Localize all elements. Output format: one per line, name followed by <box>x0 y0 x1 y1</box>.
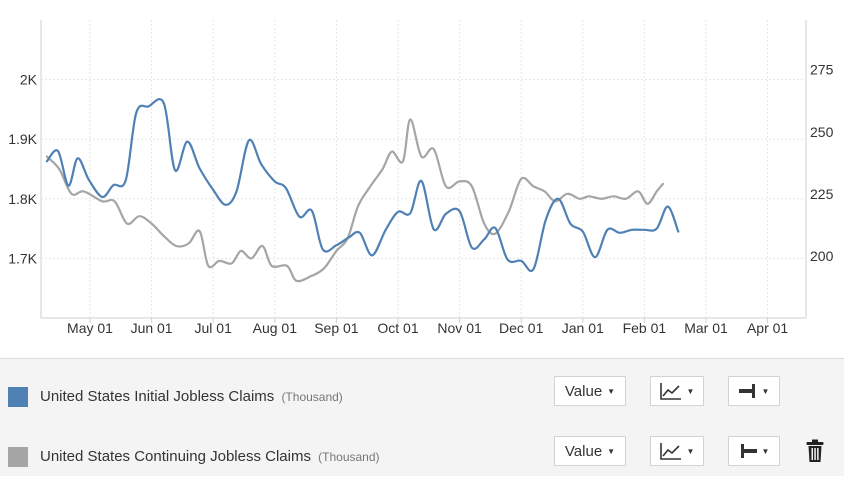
series-unit: (Thousand) <box>318 450 380 464</box>
axis-dropdown-initial-claims[interactable]: ▼ <box>728 376 780 406</box>
caret-down-icon: ▼ <box>686 446 695 456</box>
series-name: United States Continuing Jobless Claims <box>40 448 311 465</box>
right-axis-icon <box>738 384 755 398</box>
y-right-tick-label: 200 <box>810 248 834 264</box>
x-tick-label: Nov 01 <box>437 320 482 336</box>
x-tick-label: Dec 01 <box>499 320 544 336</box>
caret-down-icon: ▼ <box>686 386 695 396</box>
chart-area: 1.7K 1.8K 1.9K 2K 200 225 250 275 May 01 Jun 01 Ju… <box>8 20 834 336</box>
x-tick-label: Aug 01 <box>253 320 298 336</box>
series-line-continuing-claims <box>45 118 664 283</box>
series-label-initial-claims: United States Initial Jobless Claims (Th… <box>40 388 343 405</box>
series-name: United States Initial Jobless Claims <box>40 388 275 405</box>
y-left-tick-label: 1.9K <box>8 131 37 147</box>
legend-row-continuing-claims: United States Continuing Jobless Claims … <box>0 423 844 479</box>
y-right-tick-label: 225 <box>810 186 834 202</box>
caret-down-icon: ▼ <box>607 386 616 396</box>
value-dropdown-continuing-claims[interactable]: Value ▼ <box>554 436 626 466</box>
chart-type-dropdown-continuing-claims[interactable]: ▼ <box>650 436 704 466</box>
value-dropdown-label: Value <box>564 382 603 400</box>
value-dropdown-initial-claims[interactable]: Value ▼ <box>554 376 626 406</box>
x-tick-label: Sep 01 <box>314 320 359 336</box>
value-dropdown-label: Value <box>564 442 603 460</box>
legend-row-initial-claims: United States Initial Jobless Claims (Th… <box>0 363 844 419</box>
caret-down-icon: ▼ <box>761 446 770 456</box>
x-tick-label: Jul 01 <box>195 320 233 336</box>
y-left-tick-label: 2K <box>20 72 38 88</box>
y-right-tick-label: 250 <box>810 124 834 140</box>
series-label-continuing-claims: United States Continuing Jobless Claims … <box>40 448 380 465</box>
y-left-tick-label: 1.8K <box>8 191 37 207</box>
x-tick-label: Apr 01 <box>747 320 788 336</box>
y-right-tick-label: 275 <box>810 62 834 78</box>
caret-down-icon: ▼ <box>761 386 770 396</box>
series-swatch-initial-claims <box>8 387 28 407</box>
series-swatch-continuing-claims <box>8 447 28 467</box>
chart-type-dropdown-initial-claims[interactable]: ▼ <box>650 376 704 406</box>
series-unit: (Thousand) <box>281 390 343 404</box>
chart-svg: 1.7K 1.8K 1.9K 2K 200 225 250 275 May 01 Jun 01 Ju… <box>8 20 834 336</box>
caret-down-icon: ▼ <box>607 446 616 456</box>
x-tick-label: May 01 <box>67 320 113 336</box>
x-tick-label: Mar 01 <box>684 320 728 336</box>
trash-icon[interactable] <box>806 439 824 463</box>
line-chart-icon <box>659 383 681 400</box>
x-tick-label: Jun 01 <box>131 320 173 336</box>
x-tick-label: Oct 01 <box>377 320 418 336</box>
axis-dropdown-continuing-claims[interactable]: ▼ <box>728 436 780 466</box>
x-tick-label: Feb 01 <box>623 320 667 336</box>
series-line-initial-claims <box>45 98 680 273</box>
line-chart-icon <box>659 443 681 460</box>
x-tick-label: Jan 01 <box>562 320 604 336</box>
legend-panel: United States Initial Jobless Claims (Th… <box>0 358 844 476</box>
left-axis-icon <box>740 444 757 458</box>
y-left-tick-label: 1.7K <box>8 250 37 266</box>
